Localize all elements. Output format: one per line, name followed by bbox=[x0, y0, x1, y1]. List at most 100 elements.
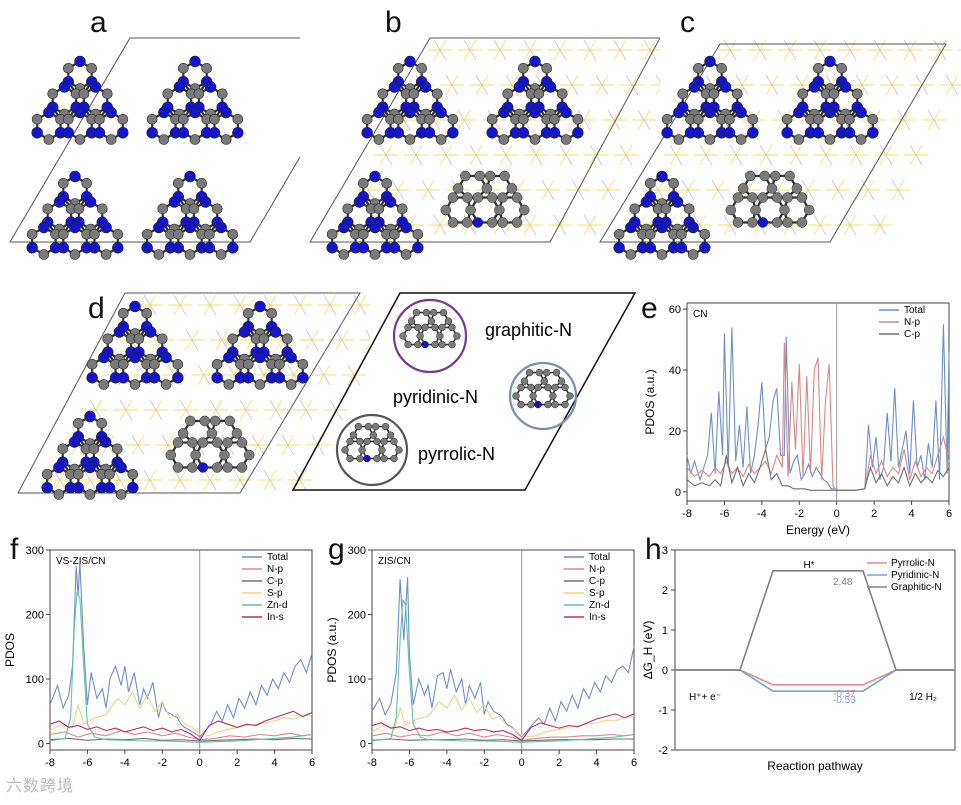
carbon-atom bbox=[561, 400, 569, 409]
carbon-atom bbox=[211, 462, 223, 473]
x-axis-label: Energy (eV) bbox=[786, 523, 850, 537]
y-tick-label: 3 bbox=[662, 545, 668, 557]
x-tick-label: 6 bbox=[309, 757, 315, 769]
y-tick-label: 100 bbox=[348, 674, 366, 686]
lattice-bond bbox=[523, 39, 537, 61]
carbon-atom bbox=[373, 454, 381, 463]
carbon-atom bbox=[704, 134, 716, 145]
carbon-atom bbox=[836, 62, 847, 74]
heptazine-unit-1 bbox=[31, 55, 129, 145]
nitrogen-atom bbox=[388, 81, 401, 93]
carbon-atom bbox=[867, 113, 879, 125]
lattice-bond bbox=[173, 294, 187, 316]
nitrogen-atom bbox=[560, 106, 572, 119]
chart-title: CN bbox=[693, 309, 707, 320]
carbon-atom bbox=[41, 468, 53, 480]
carbon-atom bbox=[447, 192, 459, 203]
lattice-bond bbox=[275, 329, 289, 351]
carbon-atom bbox=[732, 217, 744, 228]
x-tick-label: 4 bbox=[272, 757, 278, 769]
nitrogen-atom bbox=[384, 196, 397, 208]
nitrogen-atom bbox=[388, 242, 401, 254]
nitrogen-atom bbox=[38, 221, 50, 234]
carbon-atom bbox=[757, 192, 769, 203]
lattice-bond bbox=[433, 39, 447, 61]
x-tick-label: -2 bbox=[479, 757, 489, 769]
carbon-atom bbox=[533, 88, 545, 100]
carbon-atom bbox=[399, 332, 407, 340]
carbon-atom bbox=[243, 307, 254, 319]
carbon-atom bbox=[517, 400, 525, 409]
carbon-atom bbox=[173, 177, 184, 189]
panel-letter-e: e bbox=[641, 292, 658, 325]
carbon-atom bbox=[844, 113, 855, 125]
series-line-in-s bbox=[371, 713, 635, 742]
lattice-bond bbox=[813, 39, 827, 61]
nitrogen-atom bbox=[572, 127, 584, 139]
structure-panel-a bbox=[9, 37, 300, 260]
chart-title: VS-ZIS/CN bbox=[56, 556, 105, 567]
carbon-atom bbox=[84, 489, 96, 500]
lattice-bond bbox=[353, 294, 367, 316]
nitrogen-atom bbox=[613, 242, 625, 254]
panel-letter-f: f bbox=[10, 533, 19, 566]
carbon-atom bbox=[112, 228, 124, 240]
carbon-atom bbox=[708, 88, 720, 100]
nitrogen-atom bbox=[781, 127, 793, 139]
nitrogen-atom bbox=[199, 196, 212, 208]
carbon-atom bbox=[236, 462, 248, 473]
lattice-bond bbox=[843, 214, 857, 236]
carbon-atom bbox=[771, 217, 783, 228]
carbon-atom bbox=[86, 62, 97, 74]
carbon-atom bbox=[498, 134, 510, 145]
carbon-atom bbox=[525, 368, 534, 377]
x-tick-label: -8 bbox=[367, 757, 377, 769]
carbon-atom bbox=[556, 88, 568, 100]
carbon-atom bbox=[346, 454, 354, 463]
carbon-atom bbox=[104, 468, 115, 480]
carbon-atom bbox=[541, 62, 552, 74]
nitrogen-atom bbox=[673, 106, 685, 119]
lattice-bond bbox=[269, 399, 283, 421]
carbon-atom bbox=[759, 170, 770, 182]
nitrogen-atom bbox=[353, 196, 366, 208]
carbon-atom bbox=[527, 383, 535, 392]
n-type-legend: graphitic-N pyridinic-N pyrrolic-N bbox=[291, 292, 637, 491]
nitrogen-atom bbox=[839, 81, 852, 93]
nitrogen-atom bbox=[58, 81, 71, 93]
carbon-atom bbox=[42, 203, 54, 215]
nitrogen-atom bbox=[242, 372, 255, 384]
carbon-atom bbox=[518, 62, 529, 74]
nitrogen-atom bbox=[843, 127, 856, 139]
lattice-bond bbox=[203, 469, 217, 491]
nitrogen-atom bbox=[361, 127, 373, 139]
series-line-s-p bbox=[49, 690, 313, 737]
carbon-atom bbox=[177, 428, 189, 439]
x-tick-label: 2 bbox=[871, 508, 877, 520]
heptazine-unit-3 bbox=[41, 410, 139, 500]
series-line-zn-d bbox=[49, 591, 313, 743]
lattice-bond bbox=[813, 214, 827, 236]
nitrogen-atom bbox=[269, 326, 282, 338]
panel-letter-a: a bbox=[90, 6, 107, 39]
nitrogen-atom bbox=[435, 106, 447, 119]
nitrogen-atom bbox=[357, 242, 370, 254]
carbon-atom bbox=[512, 392, 520, 400]
carbon-atom bbox=[436, 332, 444, 340]
carbon-atom bbox=[211, 437, 223, 448]
carbon-atom bbox=[73, 468, 84, 480]
nitrogen-atom bbox=[735, 106, 747, 119]
heptazine-unit-3 bbox=[26, 170, 124, 260]
chart-title: ZIS/CN bbox=[378, 556, 411, 567]
carbon-atom bbox=[102, 333, 114, 345]
carbon-atom bbox=[782, 217, 793, 228]
y-tick-label: 100 bbox=[26, 674, 44, 686]
carbon-atom bbox=[732, 192, 744, 203]
energy-value-label: -0.37 bbox=[833, 689, 856, 700]
carbon-atom bbox=[645, 177, 656, 189]
carbon-atom bbox=[534, 383, 542, 392]
carbon-atom bbox=[216, 88, 228, 100]
carbon-atom bbox=[118, 358, 129, 370]
carbon-atom bbox=[78, 88, 90, 100]
nitrogen-atom bbox=[129, 351, 141, 364]
